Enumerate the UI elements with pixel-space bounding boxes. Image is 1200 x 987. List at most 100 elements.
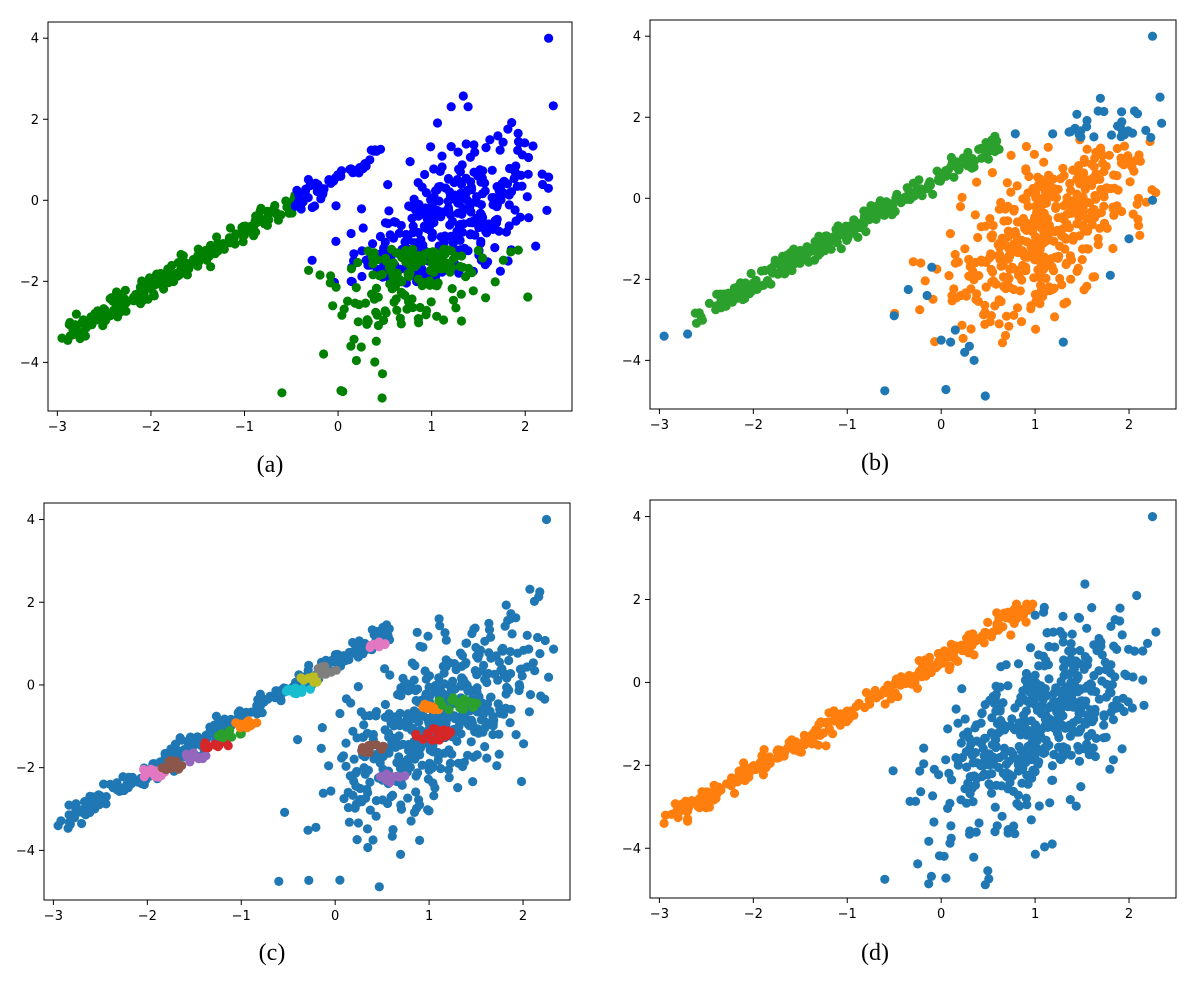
data-point (354, 642, 364, 652)
data-point (796, 747, 806, 757)
data-point (1035, 177, 1046, 187)
data-point (1101, 692, 1111, 702)
data-point (821, 741, 831, 751)
y-tick: −4 (20, 356, 48, 371)
data-point (1106, 621, 1116, 631)
data-point (971, 294, 981, 305)
data-point (411, 695, 421, 706)
data-point (405, 157, 415, 167)
data-point (988, 276, 998, 286)
data-point (391, 279, 401, 289)
data-point (454, 164, 464, 174)
data-point (257, 708, 267, 718)
data-point (391, 294, 401, 304)
x-tick: 2 (1125, 409, 1133, 433)
data-point (962, 762, 972, 772)
data-point (1047, 761, 1057, 771)
data-point (1108, 755, 1118, 765)
data-point (331, 665, 341, 675)
data-point (470, 230, 480, 240)
data-point (411, 771, 421, 781)
axes-frame (649, 499, 1177, 899)
data-point (965, 789, 975, 799)
data-point (305, 684, 315, 694)
data-point (990, 802, 1000, 812)
series-cluster-purple-2 (375, 769, 410, 787)
data-point (955, 202, 966, 212)
data-point (1082, 144, 1092, 154)
data-point (387, 831, 397, 841)
data-point (513, 648, 523, 658)
x-tick-label: 2 (1125, 418, 1133, 433)
data-point (351, 283, 361, 293)
data-point (1032, 193, 1042, 204)
data-point (386, 266, 396, 276)
data-point (403, 793, 413, 803)
axes-frame (43, 502, 571, 901)
data-point (1024, 171, 1034, 182)
x-tick-label: 0 (937, 418, 945, 433)
data-point (1044, 641, 1054, 652)
data-point (1000, 330, 1011, 341)
x-tick-label: 2 (1125, 907, 1133, 922)
data-point (544, 33, 554, 43)
data-point (969, 275, 979, 285)
data-point (293, 735, 303, 745)
data-point (472, 651, 482, 661)
data-point (1101, 161, 1111, 171)
data-point (410, 685, 421, 696)
data-point (1067, 629, 1077, 639)
data-point (695, 803, 705, 813)
data-point (1080, 579, 1090, 589)
data-point (803, 243, 813, 253)
data-point (296, 686, 306, 697)
data-point (501, 227, 511, 237)
data-point (544, 172, 554, 182)
data-point (1018, 213, 1028, 224)
data-point (394, 716, 404, 726)
series-outliers (880, 512, 1158, 890)
x-tick: −3 (650, 409, 669, 433)
data-point (403, 234, 413, 245)
data-point (53, 821, 63, 831)
data-point (396, 800, 406, 810)
data-point (146, 768, 156, 778)
x-tick: −2 (141, 411, 161, 435)
data-point (223, 741, 233, 751)
y-tick-label: −4 (622, 842, 641, 857)
x-tick-label: 1 (428, 420, 436, 435)
data-point (414, 712, 424, 722)
data-point (310, 201, 320, 211)
data-point (1058, 337, 1068, 347)
data-point (941, 873, 951, 883)
data-point (362, 824, 373, 834)
x-tick-label: −1 (838, 418, 857, 433)
data-point (991, 689, 1001, 699)
data-point (533, 632, 543, 643)
data-point (996, 715, 1006, 726)
data-point (337, 310, 347, 320)
data-point (946, 162, 956, 172)
data-point (463, 683, 473, 693)
data-point (1115, 123, 1126, 133)
data-point (443, 203, 454, 213)
data-point (492, 202, 502, 212)
data-point (505, 647, 515, 657)
data-point (929, 817, 939, 827)
data-point (394, 228, 404, 238)
data-point (986, 752, 997, 762)
data-point (513, 245, 523, 255)
data-point (1049, 266, 1059, 276)
data-point (1099, 218, 1110, 228)
y-tick-label: 0 (633, 192, 641, 207)
data-point (1060, 244, 1070, 254)
data-point (1072, 266, 1082, 276)
data-point (990, 131, 1000, 141)
data-point (181, 749, 191, 759)
data-point (973, 633, 984, 644)
data-point (890, 206, 900, 217)
data-point (469, 140, 479, 150)
data-point (991, 741, 1001, 751)
data-point (357, 743, 368, 753)
x-tick-label: 0 (334, 420, 342, 435)
